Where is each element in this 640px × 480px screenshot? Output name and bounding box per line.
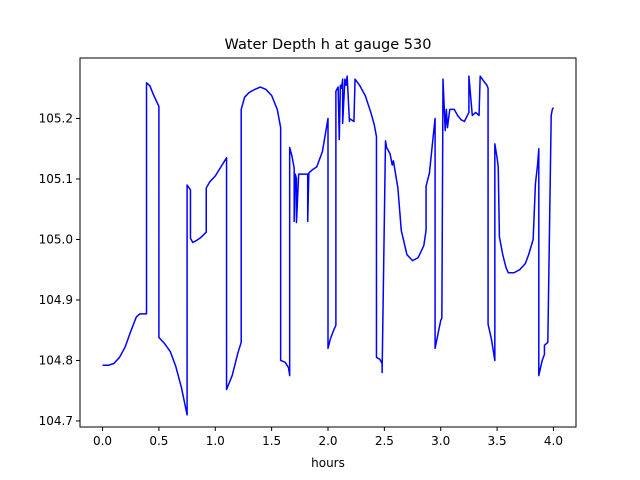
x-tick-label: 0.5 (149, 434, 168, 448)
y-axis-ticks: 104.7 104.8 104.9 105.0 105.1 105.2 (39, 111, 80, 428)
chart-title: Water Depth h at gauge 530 (225, 37, 432, 53)
x-tick-label: 1.0 (206, 434, 225, 448)
x-tick-label: 4.0 (544, 434, 563, 448)
x-tick-label: 2.5 (375, 434, 394, 448)
x-tick-label: 2.0 (318, 434, 337, 448)
x-tick-label: 0.0 (93, 434, 112, 448)
y-tick-label: 105.0 (39, 232, 73, 246)
x-tick-label: 1.5 (262, 434, 281, 448)
y-tick-label: 104.8 (39, 353, 73, 367)
x-tick-label: 3.0 (431, 434, 450, 448)
y-tick-label: 104.9 (39, 293, 73, 307)
x-tick-label: 3.5 (488, 434, 507, 448)
y-tick-label: 105.2 (39, 111, 73, 125)
x-axis-label: hours (311, 456, 345, 470)
y-tick-label: 105.1 (39, 172, 73, 186)
plot-area (102, 75, 555, 416)
y-tick-label: 104.7 (39, 414, 73, 428)
x-axis-ticks: 0.0 0.5 1.0 1.5 2.0 2.5 3.0 3.5 4.0 (93, 427, 563, 448)
series-line-0 (102, 75, 555, 416)
